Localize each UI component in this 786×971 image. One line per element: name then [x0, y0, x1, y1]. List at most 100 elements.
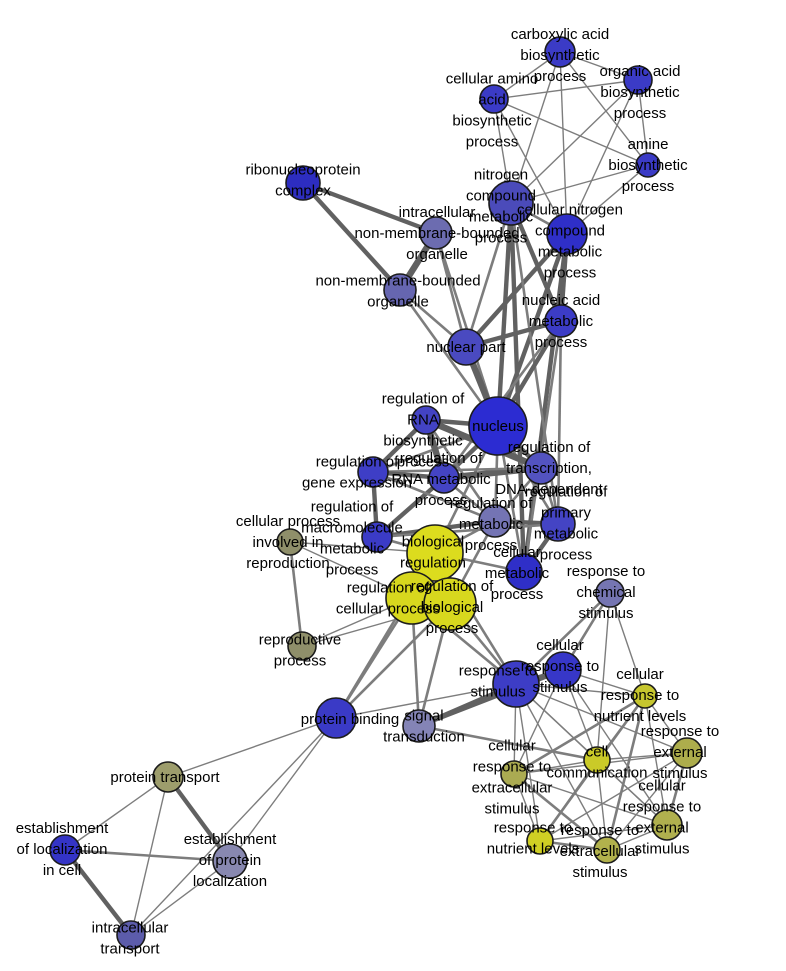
node-crs[interactable] — [544, 651, 582, 689]
edge-re-rnl — [539, 752, 688, 842]
node-label-am: amine biosynthetic process — [608, 136, 688, 195]
node-re[interactable] — [671, 737, 703, 769]
node-rmm[interactable] — [361, 521, 393, 553]
node-label-rcs: response to chemical stimulus — [567, 563, 645, 622]
edge-nc-np — [464, 202, 513, 348]
edge-cc-rnl — [539, 759, 598, 842]
node-rs[interactable] — [492, 660, 540, 708]
edges-layer — [63, 51, 689, 937]
node-cn[interactable] — [546, 213, 588, 255]
node-label-crx: cellular response to extracellular stimulus — [472, 737, 553, 817]
edge-na-rpm — [556, 320, 563, 525]
node-label-rx: response to extracellular stimulus — [560, 822, 641, 881]
edge-rs-re — [515, 683, 688, 754]
node-na[interactable] — [544, 304, 578, 338]
node-label-rpm: regulation of primary metabolic process — [525, 483, 608, 563]
node-label-nu: nucleus — [472, 418, 524, 435]
node-nu[interactable] — [468, 396, 528, 456]
node-rx[interactable] — [593, 836, 621, 864]
node-label-nc: nitrogen compound metabolic process — [466, 166, 536, 246]
node-st[interactable] — [402, 709, 436, 743]
nodes-layer — [49, 36, 703, 950]
node-rge[interactable] — [357, 456, 389, 488]
edge-crn-rx — [605, 695, 647, 851]
node-label-ca: carboxylic acid biosynthetic process — [511, 26, 609, 85]
node-rrm[interactable] — [428, 462, 460, 494]
edge-crn-cre — [644, 695, 668, 826]
node-np[interactable] — [447, 328, 485, 366]
node-label-elc: establishment of localization in cell — [16, 820, 109, 879]
node-cpr[interactable] — [276, 528, 304, 556]
edge-nc-cm — [508, 202, 527, 573]
node-nmo[interactable] — [383, 273, 417, 307]
edge-aa-am — [493, 98, 649, 166]
node-label-io: intracellular non-membrane-bounded organel… — [354, 204, 519, 263]
node-label-na: nucleic acid metabolic process — [522, 292, 600, 351]
node-cm[interactable] — [505, 553, 543, 591]
node-rm[interactable] — [478, 504, 512, 538]
edge-rcs-crn — [609, 592, 646, 697]
edge-epl-it — [130, 860, 231, 936]
node-br[interactable] — [406, 524, 464, 582]
node-rcs[interactable] — [595, 578, 625, 608]
node-io[interactable] — [419, 216, 453, 250]
edge-rs-pb — [335, 683, 517, 719]
node-label-rrb: regulation of RNA biosynthetic process — [382, 390, 465, 470]
labels-layer: carboxylic acid biosynthetic process organi… — [16, 26, 719, 958]
edge-ca-am — [559, 51, 649, 166]
node-elc[interactable] — [49, 834, 81, 866]
node-nc[interactable] — [488, 180, 534, 226]
node-label-rt: regulation of transcription, DNA-dependent — [495, 439, 603, 498]
node-label-crs: cellular response to stimulus — [521, 637, 599, 696]
node-label-nmo: non-membrane-bounded organelle — [315, 272, 480, 310]
edge-rnp-io — [302, 180, 437, 236]
node-pb[interactable] — [315, 697, 357, 739]
edge-crx-rx — [513, 772, 608, 852]
node-crn[interactable] — [632, 683, 658, 709]
node-label-br: biological regulation — [400, 533, 466, 571]
node-am[interactable] — [635, 152, 661, 178]
edge-cn-np — [464, 232, 569, 349]
node-ca[interactable] — [544, 36, 576, 68]
node-rpm[interactable] — [540, 506, 576, 542]
node-cc[interactable] — [583, 746, 611, 774]
node-label-rcp: regulation of cellular process — [336, 579, 440, 617]
node-label-rnp: ribonucleoprotein complex — [245, 161, 360, 199]
node-label-cre: cellular response to external stimulus — [623, 777, 701, 857]
node-label-rp: reproductive process — [259, 631, 342, 669]
edge-crx-cre — [513, 773, 668, 826]
node-label-rs: response to stimulus — [459, 662, 537, 700]
edge-re-rx — [606, 752, 688, 851]
node-crx[interactable] — [500, 760, 528, 788]
edge-elc-epl — [64, 848, 231, 863]
node-label-pt: protein transport — [110, 769, 220, 786]
edge-nc-nu — [495, 202, 514, 427]
node-rnl[interactable] — [526, 827, 554, 855]
node-rt[interactable] — [524, 451, 558, 485]
edge-ca-cn — [559, 51, 568, 235]
edge-pb-pt — [167, 717, 337, 778]
node-rnp[interactable] — [285, 165, 321, 201]
node-aa[interactable] — [479, 84, 509, 114]
node-epl[interactable] — [212, 843, 248, 879]
node-label-rbp: regulation of biological process — [411, 578, 494, 637]
node-label-rmm: regulation of macromolecule metabolic proce… — [301, 498, 403, 578]
node-label-re: response to external stimulus — [641, 723, 719, 782]
node-label-aa: cellular amino acid biosynthetic process — [446, 70, 539, 150]
node-rrb[interactable] — [411, 405, 441, 435]
edge-rnp-nmo — [301, 181, 402, 292]
node-label-epl: establishment of protein localization — [184, 831, 277, 890]
node-rbp[interactable] — [423, 577, 477, 631]
node-label-oa: organic acid biosynthetic process — [600, 63, 681, 122]
node-pt[interactable] — [152, 761, 184, 793]
node-oa[interactable] — [623, 65, 653, 95]
node-label-pb: protein binding — [301, 711, 399, 728]
node-cre[interactable] — [651, 809, 683, 841]
edge-rbp-pb — [335, 603, 451, 719]
edge-oa-nc — [510, 79, 639, 204]
node-rp[interactable] — [287, 631, 317, 661]
node-it[interactable] — [116, 920, 146, 950]
edge-cc-st — [418, 724, 598, 762]
